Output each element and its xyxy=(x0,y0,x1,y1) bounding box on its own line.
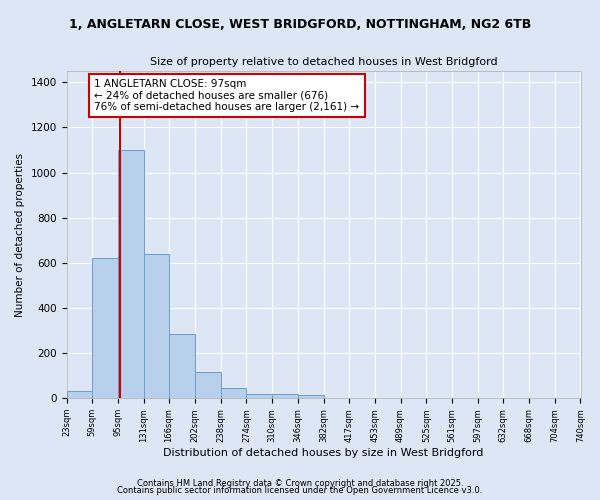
Text: Contains public sector information licensed under the Open Government Licence v3: Contains public sector information licen… xyxy=(118,486,482,495)
Bar xyxy=(92,258,118,398)
Bar xyxy=(298,395,324,398)
Bar xyxy=(67,392,92,398)
Text: Contains HM Land Registry data © Crown copyright and database right 2025.: Contains HM Land Registry data © Crown c… xyxy=(137,478,463,488)
Bar xyxy=(221,388,247,398)
Text: 1 ANGLETARN CLOSE: 97sqm
← 24% of detached houses are smaller (676)
76% of semi-: 1 ANGLETARN CLOSE: 97sqm ← 24% of detach… xyxy=(94,79,359,112)
Text: 1, ANGLETARN CLOSE, WEST BRIDGFORD, NOTTINGHAM, NG2 6TB: 1, ANGLETARN CLOSE, WEST BRIDGFORD, NOTT… xyxy=(69,18,531,30)
Bar xyxy=(195,372,221,398)
Bar xyxy=(118,150,144,398)
Bar xyxy=(247,394,272,398)
Bar xyxy=(272,394,298,398)
Y-axis label: Number of detached properties: Number of detached properties xyxy=(15,152,25,316)
X-axis label: Distribution of detached houses by size in West Bridgford: Distribution of detached houses by size … xyxy=(163,448,484,458)
Bar xyxy=(169,334,195,398)
Bar xyxy=(144,254,169,398)
Title: Size of property relative to detached houses in West Bridgford: Size of property relative to detached ho… xyxy=(150,58,497,68)
